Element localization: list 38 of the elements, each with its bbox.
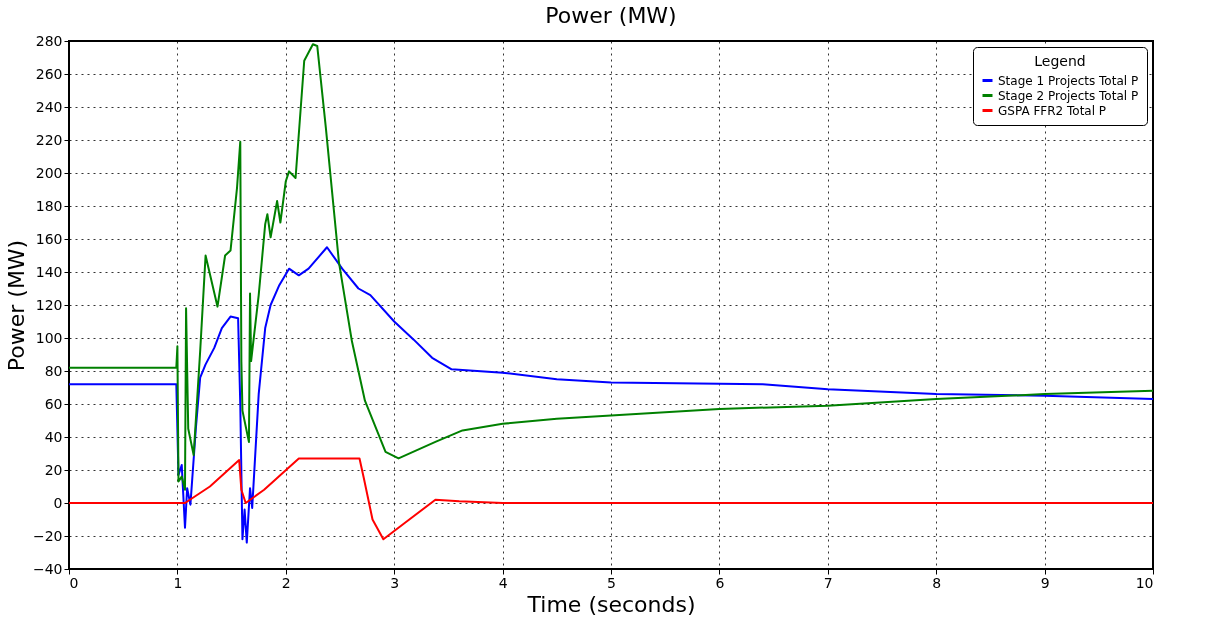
x-tick-label: 1 (173, 574, 183, 591)
y-tick-label: 20 (44, 461, 63, 478)
x-tick-label: 4 (498, 574, 508, 591)
line-series (69, 43, 1153, 491)
legend-label: Stage 2 Projects Total P (998, 88, 1139, 103)
x-tick-label: 7 (823, 574, 833, 591)
x-tick-label: 9 (1040, 574, 1050, 591)
x-tick-label: 5 (607, 574, 616, 591)
y-tick-label: 60 (44, 395, 63, 412)
y-tick-label: 220 (35, 131, 63, 148)
y-tick-label: 100 (35, 329, 63, 346)
x-tick-label: 3 (390, 574, 400, 591)
chart-title: Power (MW) (545, 3, 677, 28)
y-tick-label: 160 (35, 230, 63, 247)
y-tick-label: 140 (35, 263, 63, 280)
y-tick-label: 40 (44, 428, 63, 445)
legend-label: Stage 1 Projects Total P (998, 73, 1139, 88)
y-tick-label: 260 (35, 65, 63, 82)
legend-label: GSPA FFR2 Total P (998, 103, 1107, 118)
y-tick-label: 200 (35, 164, 63, 181)
x-tick-label: 6 (715, 574, 725, 591)
line-series (69, 246, 1153, 544)
y-tick-label: 280 (35, 32, 63, 49)
y-tick-label: −40 (32, 560, 63, 577)
x-tick-label: 8 (932, 574, 942, 591)
y-tick-label: 180 (35, 197, 63, 214)
y-tick-label: 120 (35, 296, 63, 313)
x-tick-label: 0 (69, 574, 79, 591)
y-tick-label: 80 (44, 362, 63, 379)
x-tick-label: 2 (281, 574, 291, 591)
line-series (69, 457, 1153, 541)
y-tick-label: 240 (35, 98, 63, 115)
legend-title: Legend (1034, 53, 1086, 69)
x-axis-title: Time (seconds) (526, 591, 696, 617)
y-axis-title: Power (MW) (3, 239, 29, 372)
x-tick-label: 10 (1135, 574, 1154, 591)
y-tick-label: 0 (53, 494, 63, 511)
y-tick-label: −20 (32, 527, 63, 544)
